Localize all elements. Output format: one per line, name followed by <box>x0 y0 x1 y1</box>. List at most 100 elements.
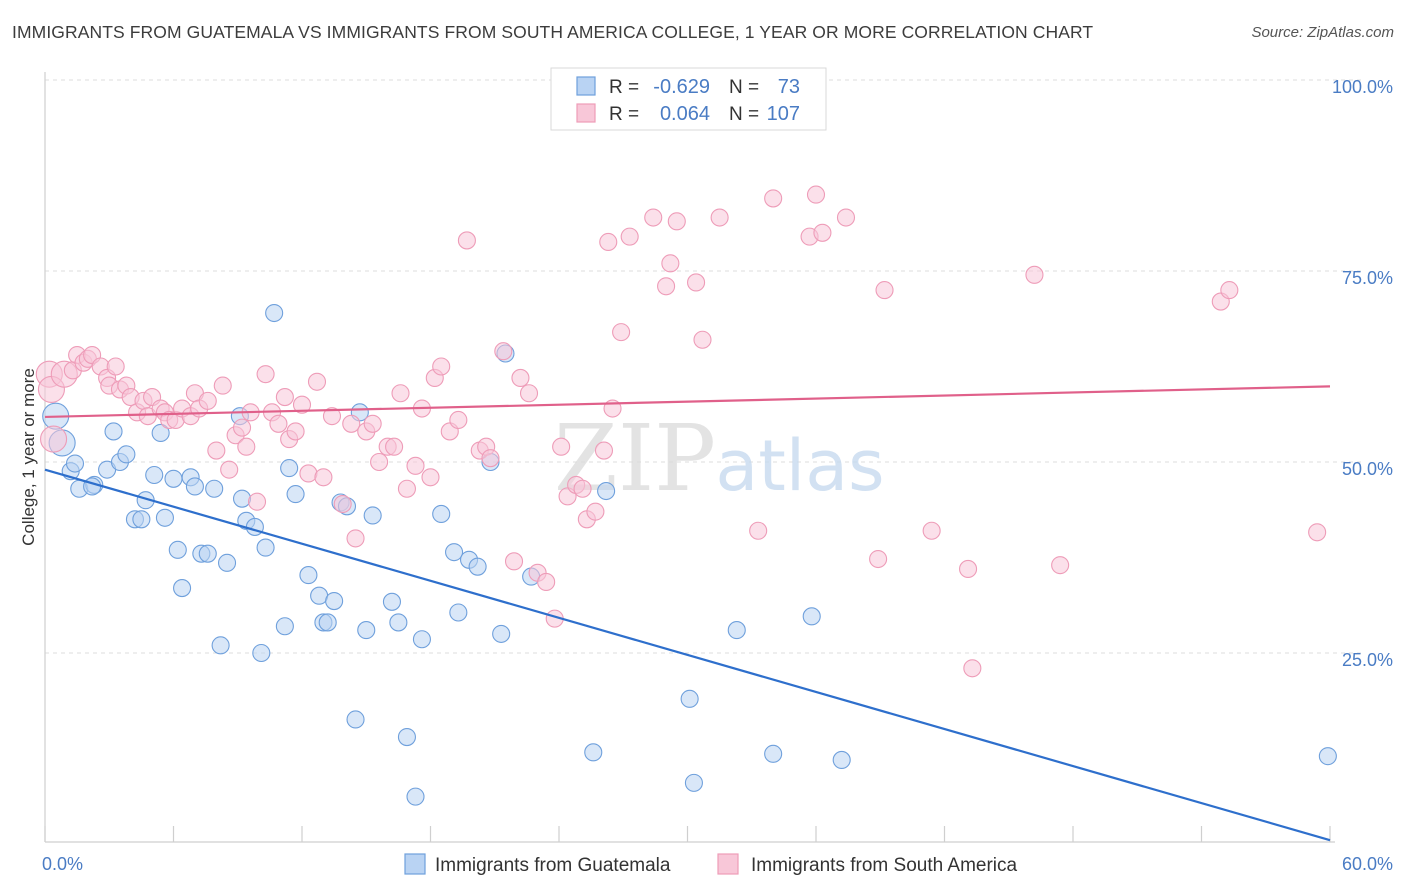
data-point <box>346 710 365 729</box>
data-point <box>318 613 337 632</box>
data-point <box>922 521 941 540</box>
stats-n-label: N = <box>729 104 759 125</box>
data-point <box>661 254 680 273</box>
data-point <box>457 231 476 250</box>
y-tick-label: 100.0% <box>1332 77 1393 97</box>
data-point <box>397 479 416 498</box>
data-point <box>764 189 783 208</box>
data-point <box>286 422 305 441</box>
data-point <box>432 357 451 376</box>
data-point <box>307 372 327 391</box>
y-tick-labels: 25.0% 50.0% 75.0% 100.0% <box>1332 77 1393 670</box>
data-point <box>684 773 703 792</box>
data-point <box>875 281 894 300</box>
data-point <box>232 418 252 437</box>
stats-r-label: R = <box>609 77 639 98</box>
data-point <box>573 479 592 498</box>
data-point <box>710 208 729 227</box>
data-point <box>494 342 513 361</box>
data-point <box>213 376 232 395</box>
data-point <box>959 559 978 579</box>
series-guatemala-points <box>42 303 1337 806</box>
x-tick-labels: 0.0% 60.0% <box>42 854 1393 874</box>
data-point <box>963 659 982 678</box>
stats-n-label: N = <box>729 77 759 98</box>
trend-line-south-america <box>44 385 1331 419</box>
data-point <box>117 445 136 464</box>
data-point <box>832 750 851 770</box>
trend-line-guatemala <box>44 468 1331 842</box>
data-point <box>198 544 217 563</box>
data-point <box>584 743 603 762</box>
stats-r-value: -0.629 <box>653 76 710 98</box>
data-point <box>299 464 318 483</box>
data-point <box>280 459 299 478</box>
series-legend-swatch <box>404 853 426 875</box>
data-point <box>397 727 416 747</box>
data-point <box>207 441 226 460</box>
data-point <box>104 422 123 441</box>
stats-legend-swatch <box>576 76 596 96</box>
data-point <box>412 630 431 649</box>
data-point <box>292 395 312 414</box>
data-point <box>511 368 530 388</box>
data-point <box>764 744 783 763</box>
data-point <box>1051 556 1070 575</box>
stats-r-label: R = <box>609 104 639 125</box>
data-point <box>687 273 706 292</box>
data-point <box>363 414 382 433</box>
data-point <box>232 489 252 508</box>
chart-title: IMMIGRANTS FROM GUATEMALA VS IMMIGRANTS … <box>12 22 1094 42</box>
data-point <box>657 277 676 296</box>
data-point <box>151 423 170 443</box>
data-point <box>322 407 342 426</box>
data-point <box>164 469 183 488</box>
data-point <box>247 492 267 511</box>
data-point <box>265 303 284 323</box>
data-point <box>644 208 663 227</box>
data-point <box>449 410 468 430</box>
data-point <box>310 586 329 605</box>
x-tick-label: 0.0% <box>42 854 83 874</box>
data-point <box>389 613 408 632</box>
data-point <box>406 787 425 806</box>
x-tick-marks <box>44 826 1331 842</box>
y-tick-label: 50.0% <box>1342 459 1393 479</box>
data-point <box>519 384 539 403</box>
data-point <box>680 689 699 708</box>
trend-lines <box>44 385 1331 842</box>
data-point <box>749 521 768 540</box>
data-point <box>237 437 256 456</box>
data-point <box>693 330 712 349</box>
data-point <box>492 624 511 643</box>
data-point <box>432 504 451 524</box>
data-point <box>421 468 440 487</box>
data-point <box>552 437 571 456</box>
data-point <box>252 643 271 663</box>
data-point <box>275 388 294 407</box>
data-point <box>504 552 524 571</box>
stats-legend-swatch <box>576 103 596 123</box>
data-point <box>599 232 618 252</box>
data-point <box>597 481 616 501</box>
data-point <box>594 441 614 460</box>
data-point <box>357 621 376 640</box>
data-point <box>449 603 468 622</box>
y-tick-label: 75.0% <box>1342 268 1393 288</box>
data-point <box>1308 523 1327 542</box>
data-point <box>346 529 365 548</box>
data-point <box>269 414 288 433</box>
data-point <box>382 592 402 611</box>
data-point <box>612 323 631 342</box>
series-legend-swatch <box>717 853 739 875</box>
data-point <box>132 510 151 529</box>
stats-legend: R = -0.629 N = 73 R = 0.064 N = 107 <box>550 67 827 131</box>
data-point <box>286 485 305 504</box>
data-point <box>314 468 333 487</box>
data-point <box>211 636 230 655</box>
data-point <box>256 365 275 384</box>
data-point <box>537 572 556 591</box>
data-point <box>173 579 192 598</box>
y-tick-label: 25.0% <box>1342 650 1393 670</box>
